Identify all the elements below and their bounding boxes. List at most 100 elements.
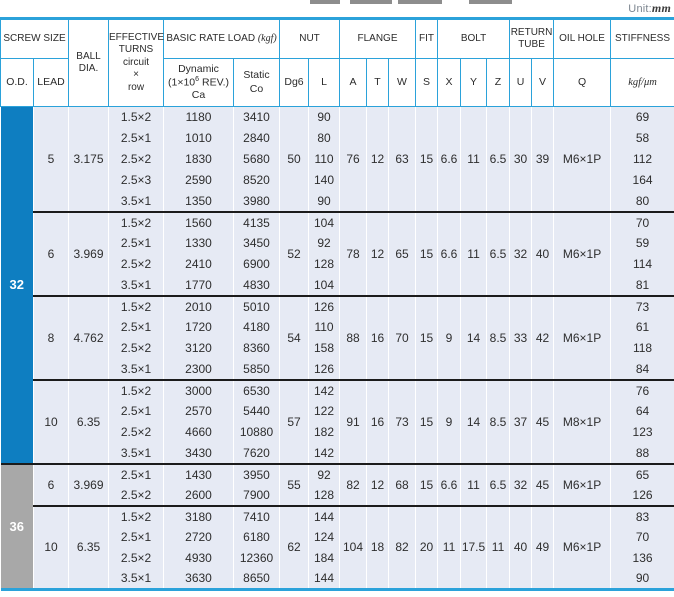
- cell-stiffness: 83: [610, 504, 674, 527]
- spec-table-body: 32 5 3.175 1.5×2 1180 3410 50 90 76 12 63 15 6.6 11 6.…: [0, 106, 674, 590]
- cell-nut-l: 90: [308, 106, 341, 128]
- cell-od: 32: [0, 106, 34, 464]
- cell-turns: 2.5×1: [108, 462, 165, 485]
- cell-lead: 8: [32, 294, 70, 380]
- cell-lead: 5: [32, 106, 70, 212]
- table-row: 2.5×2 4930 12360 184 136: [1, 547, 674, 569]
- cell-turns: 3.5×1: [108, 358, 165, 380]
- cell-turns: 2.5×1: [108, 400, 165, 422]
- cell-s: 15: [415, 294, 439, 380]
- cell-od: 36: [0, 462, 34, 590]
- cell-z: 6.5: [486, 210, 511, 296]
- cell-static-co: 3450: [233, 232, 281, 254]
- cell-dynamic-ca: 2600: [163, 484, 235, 506]
- cell-z: 8.5: [486, 378, 511, 464]
- cell-v: 49: [531, 504, 555, 590]
- cell-u: 32: [509, 210, 533, 296]
- cell-static-co: 3950: [233, 462, 281, 485]
- cell-static-co: 5680: [233, 148, 281, 170]
- cell-nut-l: 90: [308, 190, 341, 212]
- cell-z: 8.5: [486, 294, 511, 380]
- cell-dynamic-ca: 2410: [163, 253, 235, 275]
- cell-nut-l: 158: [308, 337, 341, 359]
- cell-nut-l: 124: [308, 526, 341, 548]
- cell-nut-l: 104: [308, 210, 341, 233]
- cell-oil-hole-q: M6×1P: [553, 294, 612, 380]
- cell-w: 68: [388, 462, 417, 506]
- header-a: A: [339, 58, 368, 107]
- cell-dynamic-ca: 1010: [163, 127, 235, 149]
- cell-stiffness: 76: [610, 378, 674, 401]
- cell-nut-l: 142: [308, 378, 341, 401]
- cell-turns: 2.5×2: [108, 547, 165, 569]
- header-flange: FLANGE: [339, 18, 417, 59]
- cell-a: 88: [339, 294, 368, 380]
- table-row: 2.5×3 2590 8520 140 164: [1, 169, 674, 191]
- header-s: S: [415, 58, 439, 107]
- cell-turns: 2.5×2: [108, 484, 165, 506]
- cell-stiffness: 123: [610, 421, 674, 443]
- cell-stiffness: 90: [610, 568, 674, 590]
- cell-u: 33: [509, 294, 533, 380]
- table-row: 3.5×1 3630 8650 144 90: [1, 568, 674, 590]
- cell-s: 15: [415, 210, 439, 296]
- cell-static-co: 3980: [233, 190, 281, 212]
- cell-turns: 2.5×2: [108, 148, 165, 170]
- cell-static-co: 4135: [233, 210, 281, 233]
- cell-y: 11: [460, 462, 488, 506]
- spec-table-head: SCREW SIZE BALL DIA. EFFECTIVE TURNS cir…: [0, 18, 674, 107]
- cell-t: 12: [366, 210, 390, 296]
- cell-dynamic-ca: 1830: [163, 148, 235, 170]
- unit-value: mm: [651, 1, 671, 15]
- header-t: T: [366, 58, 390, 107]
- table-row: 3.5×1 2300 5850 126 84: [1, 358, 674, 380]
- cropped-mark: [398, 0, 442, 4]
- cell-stiffness: 69: [610, 106, 674, 128]
- header-y: Y: [460, 58, 488, 107]
- cell-dynamic-ca: 3430: [163, 442, 235, 464]
- cell-stiffness: 88: [610, 442, 674, 464]
- cell-stiffness: 164: [610, 169, 674, 191]
- cell-static-co: 8360: [233, 337, 281, 359]
- cell-stiffness: 70: [610, 210, 674, 233]
- cell-v: 42: [531, 294, 555, 380]
- cell-u: 32: [509, 462, 533, 506]
- table-row: 3.5×1 3430 7620 142 88: [1, 442, 674, 464]
- header-return-tube: RETURN TUBE: [509, 18, 555, 59]
- cropped-mark: [310, 0, 340, 4]
- spec-table: SCREW SIZE BALL DIA. EFFECTIVE TURNS cir…: [0, 17, 674, 591]
- cell-nut-l: 126: [308, 294, 341, 317]
- cell-a: 104: [339, 504, 368, 590]
- table-row: 2.5×1 1720 4180 110 61: [1, 316, 674, 338]
- cell-static-co: 3410: [233, 106, 281, 128]
- cell-dg6: 50: [279, 106, 310, 212]
- header-od: O.D.: [0, 58, 34, 107]
- cell-static-co: 2840: [233, 127, 281, 149]
- cell-static-co: 6180: [233, 526, 281, 548]
- cell-turns: 1.5×2: [108, 294, 165, 317]
- cell-nut-l: 144: [308, 504, 341, 527]
- header-nut: NUT: [279, 18, 341, 59]
- cell-y: 17.5: [460, 504, 488, 590]
- cell-static-co: 7620: [233, 442, 281, 464]
- cell-ball-dia: 4.762: [68, 294, 110, 380]
- cell-dynamic-ca: 1720: [163, 316, 235, 338]
- cell-static-co: 6900: [233, 253, 281, 275]
- cell-stiffness: 70: [610, 526, 674, 548]
- cell-oil-hole-q: M6×1P: [553, 106, 612, 212]
- cell-static-co: 4830: [233, 274, 281, 296]
- cell-stiffness: 126: [610, 484, 674, 506]
- cell-stiffness: 114: [610, 253, 674, 275]
- cell-static-co: 5850: [233, 358, 281, 380]
- header-fit: FIT: [415, 18, 439, 59]
- cell-stiffness: 61: [610, 316, 674, 338]
- header-q: Q: [553, 58, 612, 107]
- cell-u: 37: [509, 378, 533, 464]
- header-dynamic-ca: Dynamic (1×106 REV.) Ca: [163, 58, 235, 107]
- cell-nut-l: 128: [308, 484, 341, 506]
- header-basic-rate-load: BASIC RATE LOAD (kgf): [163, 18, 281, 59]
- header-ball-dia: BALL DIA.: [68, 18, 110, 107]
- cell-nut-l: 92: [308, 232, 341, 254]
- cell-oil-hole-q: M6×1P: [553, 504, 612, 590]
- cell-w: 65: [388, 210, 417, 296]
